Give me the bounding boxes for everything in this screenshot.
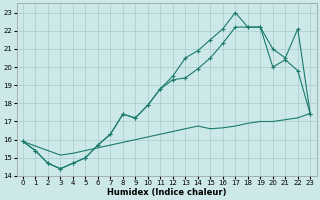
X-axis label: Humidex (Indice chaleur): Humidex (Indice chaleur)	[107, 188, 226, 197]
